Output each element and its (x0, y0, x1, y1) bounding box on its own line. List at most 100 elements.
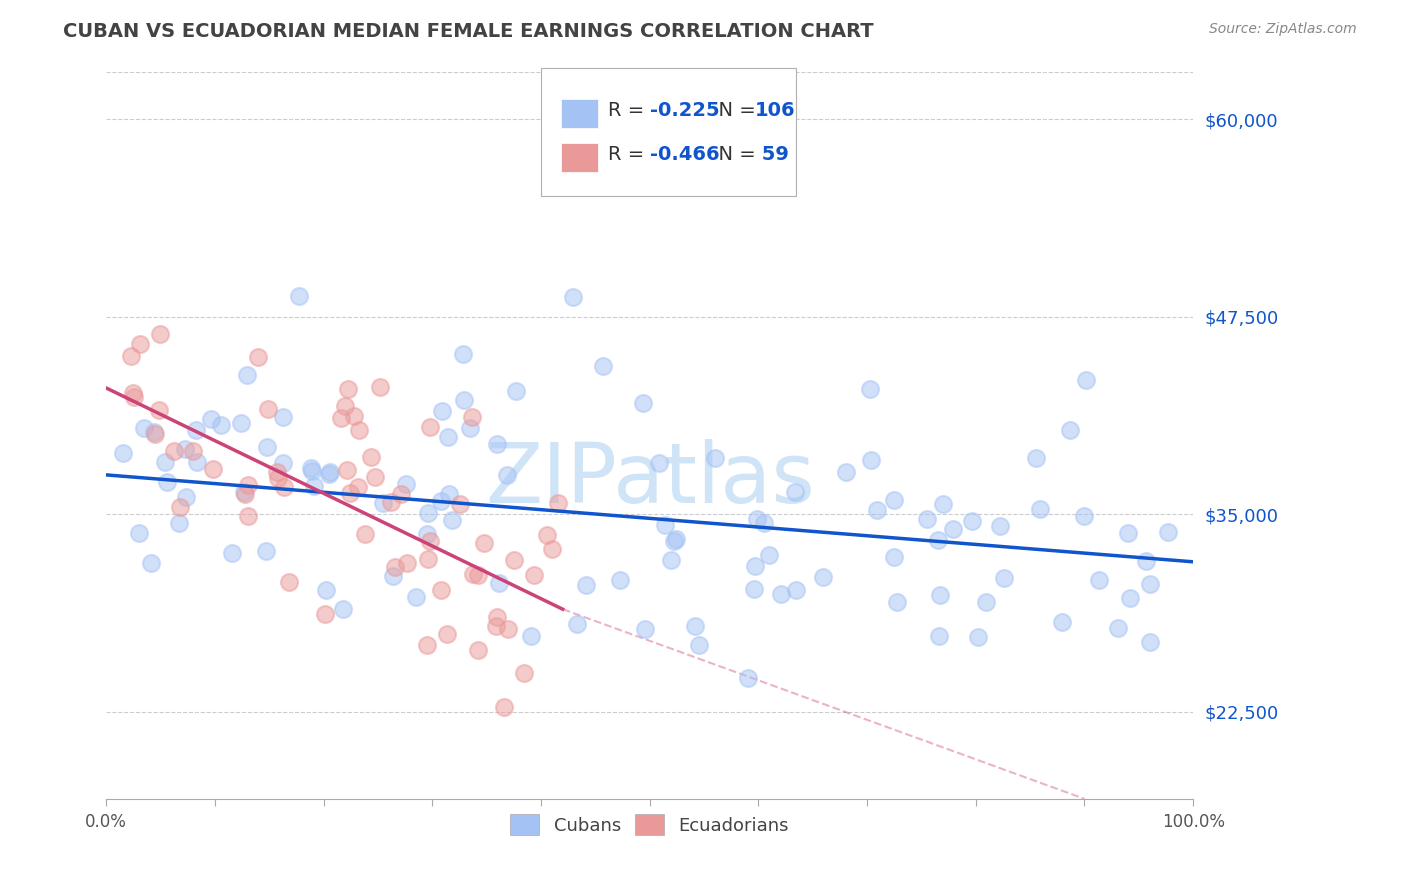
Point (486, 610, 509, 624)
Point (254, 544, 277, 558)
Point (273, 480, 295, 494)
Point (430, 494, 453, 508)
Point (139, 556, 162, 570)
Point (758, 548, 780, 562)
Point (747, 512, 769, 526)
Point (301, 464, 323, 478)
Point (266, 471, 288, 485)
Point (536, 528, 558, 542)
Point (332, 602, 354, 616)
Point (453, 393, 475, 408)
Point (111, 446, 134, 460)
Point (633, 622, 655, 636)
Point (302, 479, 325, 493)
Point (449, 497, 471, 511)
Point (314, 607, 336, 621)
Point (1059, 423, 1081, 437)
Point (683, 619, 706, 633)
Point (513, 665, 536, 680)
Point (520, 629, 543, 643)
Point (186, 455, 208, 469)
Point (437, 487, 460, 501)
Point (541, 541, 564, 556)
Point (122, 390, 145, 404)
Text: R =: R = (609, 101, 651, 120)
Text: 106: 106 (755, 101, 796, 120)
Point (486, 437, 509, 451)
Point (737, 671, 759, 685)
Point (266, 465, 288, 479)
Point (496, 468, 519, 483)
Point (395, 477, 418, 491)
Point (974, 595, 997, 609)
Point (120, 350, 142, 364)
Point (167, 516, 190, 530)
Legend: Cubans, Ecuadorians: Cubans, Ecuadorians (502, 805, 799, 845)
Point (173, 442, 195, 456)
Point (993, 571, 1015, 585)
Point (315, 582, 337, 597)
Point (419, 419, 441, 434)
Point (271, 409, 294, 424)
Point (547, 496, 569, 510)
Point (886, 595, 908, 609)
Point (967, 630, 990, 644)
Point (461, 409, 484, 424)
Point (247, 350, 270, 364)
Point (496, 622, 519, 636)
Point (236, 508, 259, 523)
Point (169, 500, 191, 515)
Point (319, 466, 342, 480)
Point (128, 526, 150, 541)
Point (575, 578, 598, 592)
Point (665, 532, 688, 546)
Point (704, 451, 727, 466)
Point (370, 380, 392, 394)
Point (287, 288, 309, 302)
Point (202, 462, 225, 476)
Point (277, 574, 299, 589)
Point (917, 512, 939, 526)
Point (488, 576, 510, 591)
Point (329, 411, 352, 425)
Point (1088, 573, 1111, 587)
Point (236, 368, 259, 383)
Point (337, 382, 360, 396)
Point (662, 534, 685, 549)
Point (467, 643, 489, 657)
Point (472, 536, 495, 550)
Text: ZIPatlas: ZIPatlas (485, 439, 814, 519)
Point (364, 470, 387, 484)
Point (384, 560, 406, 574)
Point (1074, 373, 1097, 387)
Point (155, 455, 177, 469)
FancyBboxPatch shape (561, 99, 598, 128)
Point (744, 559, 766, 574)
Text: N =: N = (706, 145, 762, 163)
Point (592, 359, 614, 373)
Text: -0.466: -0.466 (650, 145, 720, 163)
Point (883, 550, 905, 565)
Point (866, 502, 889, 516)
Point (1029, 502, 1052, 516)
FancyBboxPatch shape (561, 143, 598, 171)
Text: N =: N = (706, 101, 762, 120)
Point (333, 399, 356, 413)
Point (440, 513, 463, 527)
Point (336, 463, 359, 477)
Point (238, 478, 260, 492)
Point (129, 337, 152, 351)
Point (181, 444, 204, 458)
Point (783, 484, 806, 499)
Point (233, 485, 256, 500)
Point (418, 507, 440, 521)
Point (339, 486, 361, 500)
Point (688, 638, 710, 652)
Point (453, 346, 475, 360)
Point (343, 409, 366, 424)
Point (436, 627, 458, 641)
Point (416, 551, 439, 566)
Point (256, 440, 278, 454)
Point (149, 327, 172, 342)
Point (659, 553, 682, 567)
